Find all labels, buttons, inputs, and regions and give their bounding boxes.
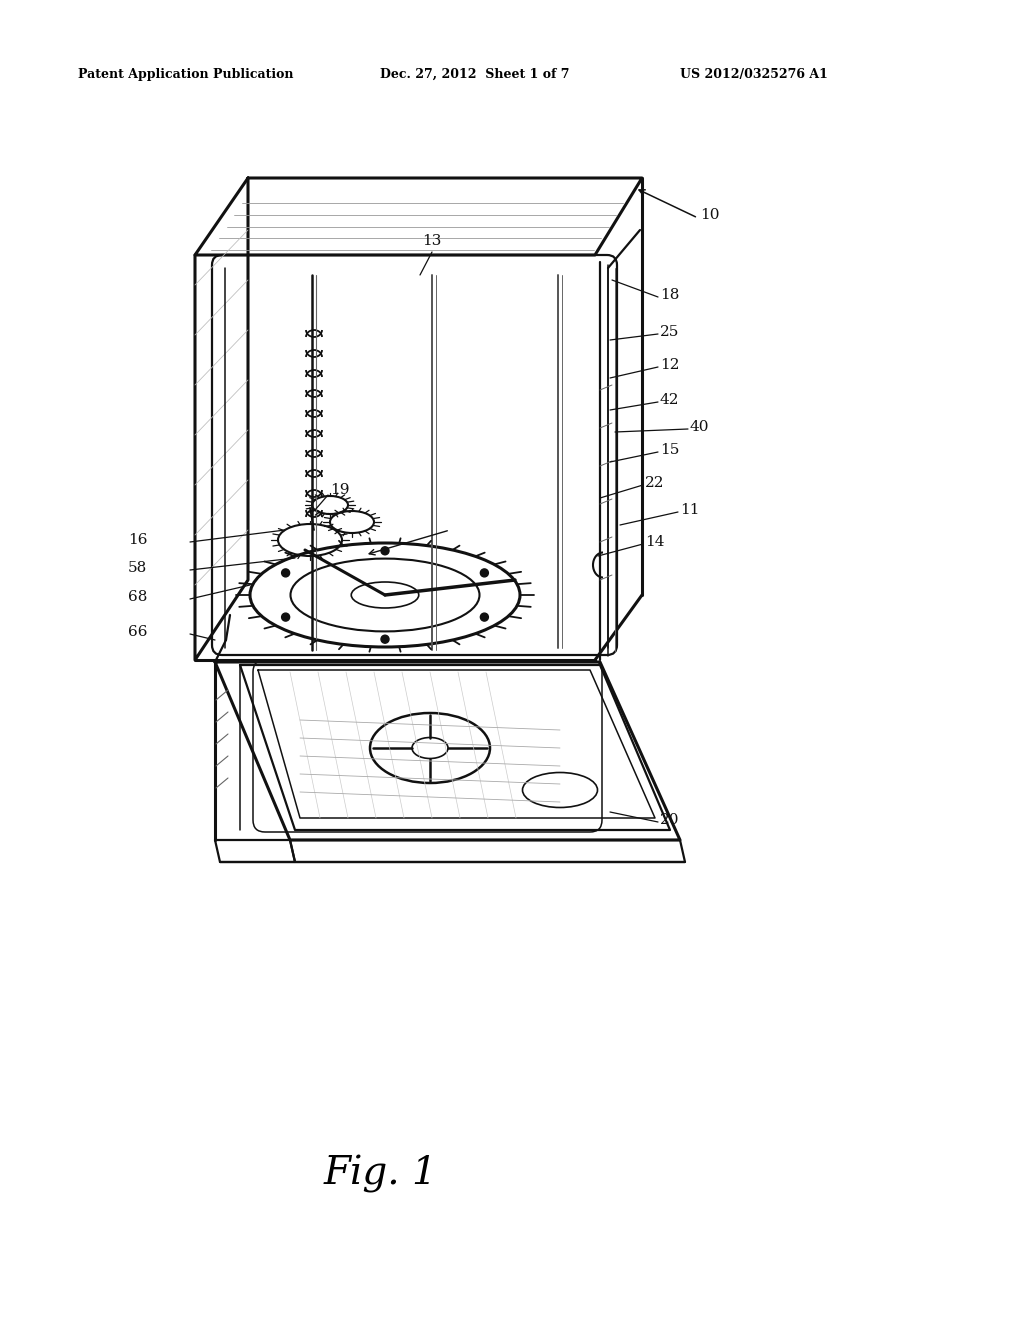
Text: Dec. 27, 2012  Sheet 1 of 7: Dec. 27, 2012 Sheet 1 of 7 [380,69,569,81]
Text: 11: 11 [680,503,699,517]
Text: 14: 14 [645,535,665,549]
Circle shape [381,546,389,554]
Text: 13: 13 [422,234,441,248]
Text: Fig. 1: Fig. 1 [324,1155,437,1193]
Circle shape [381,635,389,643]
Circle shape [480,569,488,577]
Text: 40: 40 [690,420,710,434]
Circle shape [282,569,290,577]
Text: US 2012/0325276 A1: US 2012/0325276 A1 [680,69,827,81]
Circle shape [282,612,290,622]
Text: 42: 42 [660,393,680,407]
Text: 66: 66 [128,624,147,639]
Text: 19: 19 [330,483,349,498]
Text: 20: 20 [660,813,680,828]
Text: Patent Application Publication: Patent Application Publication [78,69,294,81]
Text: 25: 25 [660,325,679,339]
Text: 10: 10 [700,209,720,222]
Text: 22: 22 [645,477,665,490]
Text: 15: 15 [660,444,679,457]
Text: 18: 18 [660,288,679,302]
Text: 58: 58 [128,561,147,576]
Text: 68: 68 [128,590,147,605]
Circle shape [480,612,488,622]
Text: 16: 16 [128,533,147,546]
Text: 12: 12 [660,358,680,372]
